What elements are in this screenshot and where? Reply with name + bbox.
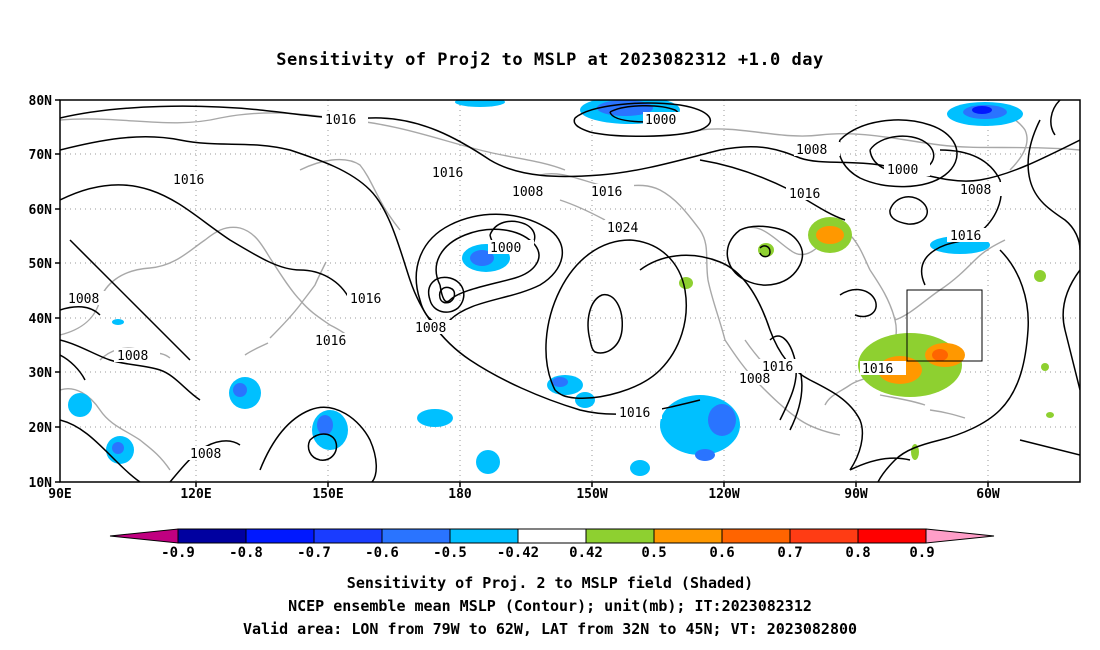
colorbar-swatch (177, 528, 247, 544)
contour-label: 1016 (173, 173, 204, 188)
contour-label: 1008 (960, 183, 991, 198)
contour-label: 1000 (887, 163, 918, 178)
colorbar-swatch (857, 528, 927, 544)
lon-label: 180 (448, 487, 472, 502)
lat-labels: 80N 70N 60N 50N 40N 30N 20N 10N (29, 94, 53, 491)
colorbar-swatch (789, 528, 859, 544)
valid-area-box (906, 289, 983, 362)
colorbar-swatch (721, 528, 791, 544)
colorbar-tick-label: 0.7 (777, 545, 802, 561)
lat-label: 70N (29, 148, 53, 163)
colorbar-swatches (109, 528, 995, 544)
colorbar-swatch (109, 528, 179, 544)
lat-label: 80N (29, 94, 53, 109)
colorbar-swatch (381, 528, 451, 544)
graticule (60, 100, 1080, 482)
lon-labels: 90E 120E 150E 180 150W 120W 90W 60W (48, 487, 1000, 502)
sensitivity-shading (68, 100, 1054, 476)
contour-label: 1016 (591, 185, 622, 200)
contour-label: 1008 (796, 143, 827, 158)
lat-label: 30N (29, 366, 53, 381)
lon-label: 120E (180, 487, 211, 502)
colorbar-swatch (517, 528, 587, 544)
contour-label: 1016 (789, 187, 820, 202)
colorbar-swatch (449, 528, 519, 544)
colorbar-tick-label: -0.7 (297, 545, 331, 561)
contour-label: 1016 (432, 166, 463, 181)
contour-label: 1016 (350, 292, 381, 307)
colorbar-swatch (585, 528, 655, 544)
colorbar-swatch (245, 528, 315, 544)
contour-label: 1008 (512, 185, 543, 200)
colorbar-tick-label: -0.42 (497, 545, 539, 561)
contour-label: 1008 (68, 292, 99, 307)
colorbar-tick-label: 0.6 (709, 545, 734, 561)
axis-ticks (55, 99, 989, 487)
lon-label: 90W (844, 487, 868, 502)
colorbar-tick-label: -0.8 (229, 545, 263, 561)
contour-label: 1008 (739, 372, 770, 387)
lat-label: 20N (29, 421, 53, 436)
contour-label: 1016 (315, 334, 346, 349)
contour-label: 1008 (415, 321, 446, 336)
lat-label: 10N (29, 476, 53, 491)
colorbar-tick-label: 0.8 (845, 545, 870, 561)
contour-labels: 1016 1000 1008 1016 1016 1008 1016 1024 … (66, 112, 1003, 462)
contour-label: 1008 (117, 349, 148, 364)
map-title: Sensitivity of Proj2 to MSLP at 20230823… (276, 50, 824, 70)
lon-label: 90E (48, 487, 71, 502)
contour-label: 1008 (190, 447, 221, 462)
contour-label: 1016 (619, 406, 650, 421)
colorbar: -0.9 -0.8 -0.7 -0.6 -0.5 -0.42 0.42 0.5 … (109, 528, 995, 561)
colorbar-swatch (313, 528, 383, 544)
lon-label: 60W (976, 487, 1000, 502)
colorbar-tick-label: -0.5 (433, 545, 467, 561)
lat-label: 50N (29, 257, 53, 272)
colorbar-tick-label: 0.9 (909, 545, 934, 561)
colorbar-swatch (653, 528, 723, 544)
lat-label: 60N (29, 203, 53, 218)
colorbar-tick-label: -0.6 (365, 545, 399, 561)
lon-label: 150E (312, 487, 343, 502)
contour-label: 1000 (645, 113, 676, 128)
colorbar-tick-label: 0.5 (641, 545, 666, 561)
contour-label: 1016 (325, 113, 356, 128)
lon-label: 120W (708, 487, 739, 502)
caption-line-3: Valid area: LON from 79W to 62W, LAT fro… (242, 620, 858, 638)
colorbar-tick-label: 0.42 (569, 545, 603, 561)
lon-label: 150W (576, 487, 607, 502)
caption-line-2: NCEP ensemble mean MSLP (Contour); unit(… (288, 597, 812, 615)
contour-label: 1016 (862, 362, 893, 377)
colorbar-labels: -0.9 -0.8 -0.7 -0.6 -0.5 -0.42 0.42 0.5 … (161, 545, 935, 561)
mslp-contours (60, 100, 1080, 482)
plot-frame (59, 99, 1081, 483)
contour-label: 1016 (950, 229, 981, 244)
caption-line-1: Sensitivity of Proj. 2 to MSLP field (Sh… (346, 574, 754, 592)
contour-label: 1000 (490, 241, 521, 256)
colorbar-swatch (925, 528, 995, 544)
colorbar-tick-label: -0.9 (161, 545, 195, 561)
lat-label: 40N (29, 312, 53, 327)
contour-label: 1024 (607, 221, 638, 236)
